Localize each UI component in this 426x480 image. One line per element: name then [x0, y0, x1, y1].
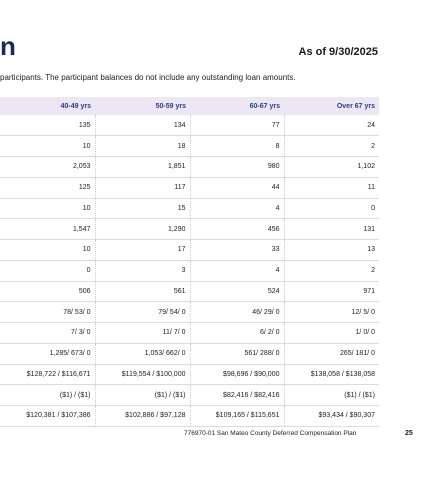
- age-group-table: 40-49 yrs 50-59 yrs 60-67 yrs Over 67 yr…: [0, 97, 379, 427]
- table-cell: 1,547: [0, 218, 96, 240]
- table-row: $120,381 / $107,386 $102,886 / $97,128 $10…: [0, 405, 379, 427]
- table-cell: 1,285/ 673/ 0: [0, 343, 96, 364]
- table-cell: 1/ 0/ 0: [355, 329, 375, 337]
- table-row: 1,547 1,290 456 131: [0, 218, 379, 240]
- table-cell: 46/ 29/ 0: [190, 301, 285, 323]
- table-cell: 456: [190, 218, 285, 240]
- column-header-over-67: Over 67 yrs: [336, 102, 375, 110]
- table-cell: 4: [190, 198, 285, 219]
- table-cell: 11: [367, 184, 375, 192]
- page-number: 25: [405, 430, 413, 437]
- table-cell: 971: [363, 287, 375, 295]
- table-cell: 1,102: [357, 163, 375, 171]
- table-cell: 10: [0, 239, 96, 261]
- table-cell: 1,053/ 662/ 0: [95, 343, 191, 364]
- as-of-date: As of 9/30/2025: [298, 46, 379, 58]
- table-cell: 17: [95, 239, 191, 261]
- table-cell: 12/ 5/ 0: [351, 308, 375, 316]
- table-row: 78/ 53/ 0 79/ 54/ 0 46/ 29/ 0 12/ 5/ 0: [0, 301, 379, 323]
- table-cell: 117: [95, 177, 191, 198]
- table-cell: 11/ 7/ 0: [95, 322, 191, 344]
- table-cell: 7/ 3/ 0: [0, 322, 96, 344]
- table-row: 10 17 33 13: [0, 239, 379, 261]
- table-cell: 265/ 181/ 0: [339, 350, 375, 358]
- table-cell: 134: [95, 115, 191, 136]
- table-cell: ($1) / ($1): [344, 391, 375, 399]
- table-cell: 3: [95, 260, 191, 281]
- table-cell: 2: [371, 142, 375, 150]
- table-cell: 1,290: [95, 218, 191, 240]
- table-row: 506 561 524 971: [0, 281, 379, 302]
- table-cell: 561/ 288/ 0: [190, 343, 285, 364]
- table-cell: $109,165 / $115,651: [190, 405, 285, 427]
- table-cell: 980: [190, 156, 285, 178]
- description-text: participants. The participant balances d…: [0, 73, 296, 82]
- column-header-60-67: 60-67 yrs: [249, 102, 280, 110]
- table-cell: 10: [0, 135, 96, 157]
- table-cell: 131: [363, 225, 375, 233]
- table-cell: $119,554 / $100,000: [95, 364, 191, 385]
- table-row: 7/ 3/ 0 11/ 7/ 0 6/ 2/ 0 1/ 0/ 0: [0, 322, 379, 344]
- table-cell: 44: [190, 177, 285, 198]
- table-row: $128,722 / $116,671 $119,554 / $100,000 $9…: [0, 364, 379, 385]
- table-cell: $138,058 / $138,058: [310, 370, 375, 378]
- table-cell: 10: [0, 198, 96, 219]
- table-cell: 79/ 54/ 0: [95, 301, 191, 323]
- table-cell: 2,053: [0, 156, 96, 178]
- footer-document-title: 776970-01 San Mateo County Deferred Comp…: [184, 430, 357, 437]
- table-cell: 33: [190, 239, 285, 261]
- table-cell: 77: [190, 115, 285, 136]
- table-cell: 561: [95, 281, 191, 302]
- table-cell: 125: [0, 177, 96, 198]
- column-header-50-59: 50-59 yrs: [155, 102, 186, 110]
- table-cell: $82,416 / $82,416: [190, 384, 285, 406]
- table-cell: 135: [0, 115, 96, 136]
- table-row: 2,053 1,851 980 1,102: [0, 156, 379, 178]
- table-cell: 524: [190, 281, 285, 302]
- table-row: 125 117 44 11: [0, 177, 379, 198]
- page-title-fragment: n: [0, 31, 16, 61]
- table-cell: 2: [371, 267, 375, 275]
- table-row: ($1) / ($1) ($1) / ($1) $82,416 / $82,416(…: [0, 384, 379, 406]
- table-cell: 13: [367, 246, 375, 254]
- column-header-40-49: 40-49 yrs: [60, 102, 91, 110]
- table-cell: $102,886 / $97,128: [95, 405, 191, 427]
- table-cell: $93,434 / $90,307: [318, 412, 375, 420]
- table-cell: 506: [0, 281, 96, 302]
- table-row: 135 134 77 24: [0, 115, 379, 136]
- table-cell: 15: [95, 198, 191, 219]
- table-cell: $128,722 / $116,671: [0, 364, 96, 385]
- table-cell: $98,696 / $90,000: [190, 364, 285, 385]
- table-cell: 0: [371, 204, 375, 212]
- table-cell: 8: [190, 135, 285, 157]
- table-row: 1,285/ 673/ 0 1,053/ 662/ 0 561/ 288/ 0 265…: [0, 343, 379, 364]
- table-cell: 24: [367, 121, 375, 129]
- table-row: 10 15 4 0: [0, 198, 379, 219]
- table-body: 135 134 77 24 10 18 8 2 2,053 1,851 980 1,102 125 117…: [0, 115, 379, 427]
- table-row: 10 18 8 2: [0, 135, 379, 157]
- table-cell: 18: [95, 135, 191, 157]
- table-header-row: 40-49 yrs 50-59 yrs 60-67 yrs Over 67 yr…: [0, 97, 379, 115]
- table-cell: ($1) / ($1): [95, 384, 191, 406]
- table-cell: 78/ 53/ 0: [0, 301, 96, 323]
- table-cell: 0: [0, 260, 96, 281]
- table-cell: $120,381 / $107,386: [0, 405, 96, 427]
- table-cell: 6/ 2/ 0: [190, 322, 285, 344]
- table-cell: 1,851: [95, 156, 191, 178]
- table-cell: 4: [190, 260, 285, 281]
- table-cell: ($1) / ($1): [0, 384, 96, 406]
